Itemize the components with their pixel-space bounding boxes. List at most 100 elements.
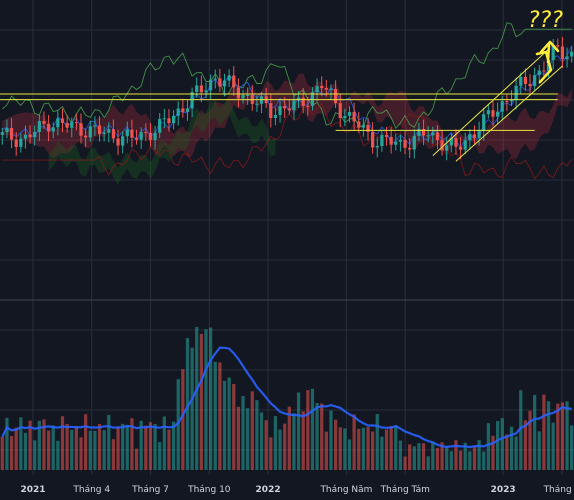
candle-body — [375, 145, 379, 148]
candle-body — [426, 135, 430, 137]
volume-bar — [486, 423, 490, 470]
candle-body — [278, 106, 282, 116]
volume-bar — [144, 425, 148, 470]
candle-body — [74, 122, 78, 124]
candle-body — [97, 125, 102, 134]
candle-body — [509, 99, 514, 102]
volume-bar — [107, 414, 111, 470]
candle-body — [14, 139, 18, 147]
annotation-layer: ??? — [528, 8, 563, 84]
volume-bar — [278, 429, 282, 470]
volume-bar — [315, 403, 319, 470]
volume-bar — [482, 451, 486, 470]
volume-bar — [500, 418, 504, 470]
volume-bar — [458, 450, 463, 470]
candle-body — [19, 138, 23, 147]
volume-bar — [435, 447, 440, 470]
volume-bar — [190, 347, 194, 470]
candle-body — [218, 78, 222, 87]
volume-bar — [417, 443, 421, 470]
candle-body — [361, 124, 365, 128]
trendline-channel-lower[interactable] — [455, 65, 563, 162]
volume-bar — [556, 403, 560, 470]
candle-body — [111, 129, 116, 139]
candle-body — [273, 115, 278, 118]
volume-bar — [398, 440, 403, 470]
volume-bar — [0, 437, 4, 470]
candle-body — [167, 118, 171, 124]
lagging-span — [1, 22, 572, 130]
volume-bar — [505, 434, 509, 470]
candle-body — [121, 136, 125, 146]
volume-bar — [296, 392, 301, 470]
candle-body — [28, 134, 32, 138]
candle-body — [9, 128, 14, 140]
volume-bar — [9, 436, 14, 470]
volume-bar — [51, 425, 55, 470]
volume-bar — [213, 361, 217, 470]
volume-bar — [46, 430, 51, 470]
trendline-channel-upper[interactable] — [432, 48, 549, 156]
volume-bar — [23, 432, 28, 470]
volume-bar — [287, 406, 291, 470]
candle-body — [394, 141, 398, 145]
candle-body — [357, 121, 361, 128]
volume-bar — [329, 410, 333, 470]
volume-bar — [426, 456, 430, 470]
candle-body — [421, 128, 426, 136]
candle-body — [320, 86, 324, 89]
x-tick-label: Tháng Năm — [319, 485, 372, 495]
volume-bar — [65, 423, 69, 470]
volume-bar — [301, 411, 305, 470]
volume-bar — [565, 401, 569, 470]
candle-body — [412, 135, 416, 150]
volume-bar — [352, 414, 356, 470]
volume-bar — [185, 338, 190, 470]
volume-bar — [246, 408, 250, 470]
volume-bar — [375, 414, 379, 470]
volume-bar — [570, 425, 574, 470]
candle-body — [486, 110, 490, 115]
x-tick-label: Tháng 4 — [72, 485, 110, 495]
candle-body — [181, 108, 185, 112]
volume-bar — [42, 419, 46, 470]
lower-span — [2, 102, 573, 180]
candle-body — [458, 146, 463, 150]
volume-bar — [204, 329, 208, 470]
volume-bar — [472, 446, 477, 470]
volume-bar — [79, 437, 83, 470]
volume-bar — [273, 416, 278, 470]
candle-body — [204, 90, 208, 93]
volume-bar — [97, 424, 102, 470]
candle-body — [472, 134, 477, 138]
candle-body — [171, 115, 176, 124]
x-tick-label: Tháng 7 — [131, 485, 169, 495]
candle-body — [232, 75, 236, 88]
candle-body — [523, 76, 528, 85]
cloud-area-green — [48, 98, 276, 185]
candle-body — [79, 123, 83, 136]
candle-body — [153, 132, 157, 140]
candle-body — [315, 86, 319, 93]
x-tick-label: 2022 — [256, 485, 281, 495]
candle-body — [125, 129, 129, 137]
volume-bar — [389, 426, 393, 470]
volume-bar — [56, 440, 60, 470]
candle-body — [93, 125, 97, 127]
volume-bar — [431, 441, 435, 470]
candle-body — [60, 118, 65, 123]
candle-body — [5, 128, 9, 133]
volume-bar — [440, 442, 444, 470]
volume-bar — [394, 425, 398, 470]
candle-body — [65, 122, 69, 128]
candle-body — [51, 127, 55, 132]
candle-body — [296, 97, 301, 101]
candle-body — [134, 137, 139, 140]
candle-body — [449, 137, 453, 146]
candle-body — [23, 134, 28, 139]
candle-body — [505, 101, 509, 103]
volume-bar — [209, 327, 213, 470]
candle-body — [417, 128, 421, 136]
arrow-up-annotation — [535, 40, 560, 84]
volume-bar — [361, 427, 365, 470]
